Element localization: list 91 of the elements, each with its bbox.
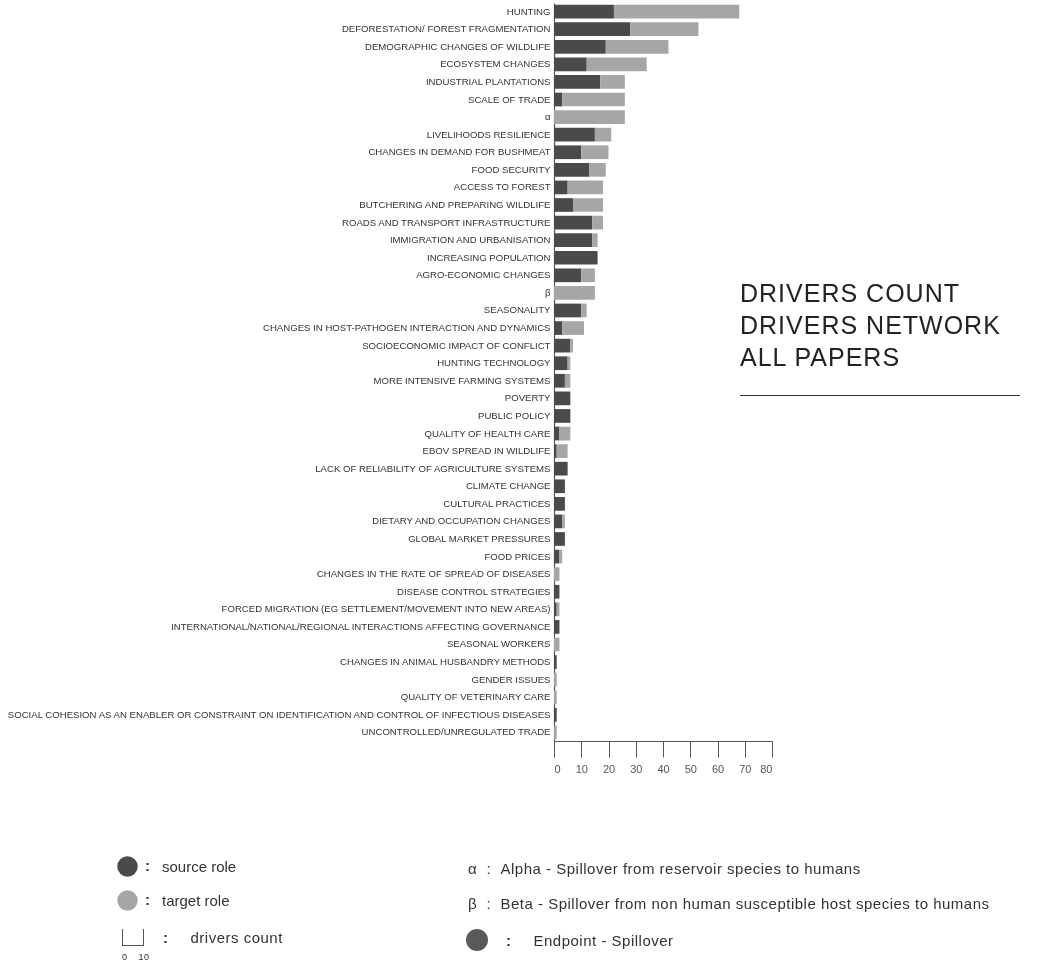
- y-tick-label: GENDER ISSUES: [471, 673, 551, 685]
- y-tick-label: DEMOGRAPHIC CHANGES OF WILDLIFE: [365, 40, 551, 52]
- bar: [554, 286, 595, 300]
- bar: [592, 233, 598, 248]
- y-tick-label: UNCONTROLLED/UNREGULATED TRADE: [361, 726, 551, 738]
- bar: [581, 268, 595, 283]
- y-tick-label: DEFORESTATION/ FOREST FRAGMENTATION: [341, 23, 551, 35]
- text: drivers count: [190, 929, 283, 946]
- x-tick-label: 10: [575, 762, 588, 775]
- bar: [573, 198, 604, 212]
- y-tick-label: AGRO-ECONOMIC CHANGES: [416, 269, 551, 281]
- bar: [562, 92, 625, 107]
- y-tick-label: CHANGES IN ANIMAL HUSBANDRY METHODS: [340, 656, 551, 668]
- y-tick-label: GLOBAL MARKET PRESSURES: [408, 533, 551, 545]
- y-tick-label: HUNTING TECHNOLOGY: [437, 357, 552, 369]
- bar: [586, 57, 647, 72]
- text: :: [163, 929, 169, 946]
- y-tick-label: ACCESS TO FOREST: [453, 181, 551, 193]
- y-tick-label: INTERNATIONAL/NATIONAL/REGIONAL INTERACTIONS AFFECTING GOVERNANCE: [171, 620, 551, 632]
- bar: [570, 338, 574, 353]
- text: α : Alpha - Spillover from reservoir species to humans: [468, 860, 861, 877]
- y-tick-label: LACK OF RELIABILITY OF AGRICULTURE SYSTEMS: [315, 462, 551, 474]
- y-tick-label: CHANGES IN DEMAND FOR BUSHMEAT: [368, 146, 551, 158]
- y-tick-label: FOOD SECURITY: [471, 163, 552, 175]
- y-tick-label: FORCED MIGRATION (EG SETTLEMENT/MOVEMENT INTO NEW AREAS): [221, 603, 551, 615]
- y-tick-label: SOCIAL COHESION AS AN ENABLER OR CONSTRAINT ON IDENTIFICATION AND CONTROL OF INFECTIOUS DISEASES: [7, 708, 551, 720]
- y-tick-label: CLIMATE CHANGE: [465, 480, 551, 492]
- x-tick-label: 70: [739, 762, 752, 775]
- bar: [581, 303, 587, 318]
- y-tick-label: SOCIOECONOMIC IMPACT OF CONFLICT: [362, 339, 551, 351]
- bar: [559, 426, 571, 441]
- y-tick-label: CHANGES IN THE RATE OF SPREAD OF DISEASES: [316, 568, 551, 580]
- y-tick-label: SEASONAL WORKERS: [446, 638, 551, 650]
- y-tick-label: QUALITY OF VETERINARY CARE: [400, 691, 551, 703]
- bar: [592, 215, 604, 230]
- text: :: [506, 931, 512, 949]
- bar: [554, 690, 557, 705]
- y-tick-label: QUALITY OF HEALTH CARE: [424, 427, 551, 439]
- text: Endpoint - Spillover: [533, 931, 674, 949]
- x-tick-label: 80: [760, 762, 773, 775]
- bar: [554, 725, 557, 740]
- text: 0 10: [122, 952, 150, 962]
- y-tick-label: α: [544, 111, 551, 123]
- bar: [630, 22, 699, 37]
- x-tick-label: 60: [711, 762, 725, 775]
- y-tick-label: DIETARY AND OCCUPATION CHANGES: [372, 515, 551, 527]
- y-tick-label: HUNTING: [506, 5, 551, 17]
- bar: [589, 162, 606, 177]
- y-tick-label: BUTCHERING AND PREPARING WILDLIFE: [359, 198, 551, 210]
- y-tick-label: INDUSTRIAL PLANTATIONS: [425, 75, 551, 87]
- y-tick-label: INCREASING POPULATION: [427, 251, 551, 263]
- y-tick-label: EBOV SPREAD IN WILDLIFE: [422, 445, 551, 457]
- bar: [605, 39, 669, 54]
- y-tick-label: CHANGES IN HOST-PATHOGEN INTERACTION AND DYNAMICS: [263, 322, 551, 334]
- y-tick-label: LIVELIHOODS RESILIENCE: [426, 128, 551, 140]
- bar: [562, 321, 584, 335]
- y-tick-label: PUBLIC POLICY: [477, 409, 552, 421]
- text: β : Beta - Spillover from non human susceptible host species to humans: [468, 895, 990, 912]
- bar: [554, 110, 625, 124]
- y-tick-label: FOOD PRICES: [484, 550, 551, 562]
- text: DRIVERS COUNT DRIVERS NETWORK ALL PAPERS: [740, 278, 1002, 373]
- y-tick-label: ECOSYSTEM CHANGES: [440, 58, 551, 70]
- bar: [554, 672, 557, 687]
- bar: [556, 444, 568, 458]
- bar: [567, 180, 604, 195]
- x-tick-label: 0: [554, 762, 561, 775]
- text: :: [145, 857, 151, 874]
- bar: [559, 549, 563, 564]
- y-tick-label: SEASONALITY: [483, 304, 552, 316]
- y-tick-label: MORE INTENSIVE FARMING SYSTEMS: [373, 374, 551, 386]
- bar: [613, 4, 740, 19]
- y-tick-label: IMMIGRATION AND URBANISATION: [389, 234, 551, 246]
- y-tick-label: SCALE OF TRADE: [468, 93, 551, 105]
- legend-label: source role: [162, 857, 237, 875]
- y-tick-label: ROADS AND TRANSPORT INFRASTRUCTURE: [342, 216, 551, 228]
- x-tick-label: 20: [602, 762, 616, 775]
- y-tick-label: CULTURAL PRACTICES: [443, 497, 551, 509]
- y-tick-label: β: [544, 286, 551, 298]
- bar: [594, 127, 612, 142]
- bar: [562, 514, 565, 529]
- x-tick-label: 50: [684, 762, 697, 775]
- y-tick-label: POVERTY: [504, 392, 552, 404]
- text: :: [145, 891, 151, 908]
- y-tick-label: DISEASE CONTROL STRATEGIES: [396, 585, 551, 597]
- bar: [600, 75, 625, 89]
- x-tick-label: 40: [657, 762, 670, 775]
- bar: [581, 145, 609, 160]
- x-tick-label: 30: [630, 762, 643, 775]
- bar: [554, 567, 560, 582]
- bar: [564, 373, 571, 388]
- legend-label: target role: [162, 891, 230, 909]
